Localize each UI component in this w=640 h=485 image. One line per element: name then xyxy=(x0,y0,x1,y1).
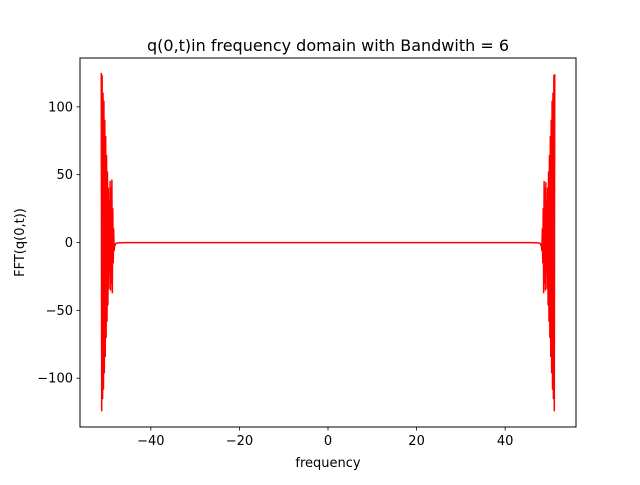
axis-ticks: −40 −20 0 20 40 −100 −50 0 50 100 xyxy=(37,100,513,449)
y-axis-label: FFT(q(0,t)) xyxy=(13,208,28,277)
chart-title: q(0,t)in frequency domain with Bandwith … xyxy=(147,36,509,55)
y-tick-label: −50 xyxy=(46,304,73,319)
x-tick-label: −20 xyxy=(226,434,253,449)
series-line-0 xyxy=(100,72,556,412)
x-axis-label: frequency xyxy=(295,456,361,471)
x-tick-label: 20 xyxy=(408,434,425,449)
x-tick-label: −40 xyxy=(137,434,164,449)
y-tick-label: 0 xyxy=(65,236,73,251)
x-tick-label: 0 xyxy=(324,434,332,449)
y-tick-label: 100 xyxy=(48,100,73,115)
y-tick-label: 50 xyxy=(56,168,73,183)
plot-area xyxy=(100,72,556,412)
y-tick-label: −100 xyxy=(37,372,73,387)
x-tick-label: 40 xyxy=(497,434,514,449)
axes-frame xyxy=(79,57,577,428)
